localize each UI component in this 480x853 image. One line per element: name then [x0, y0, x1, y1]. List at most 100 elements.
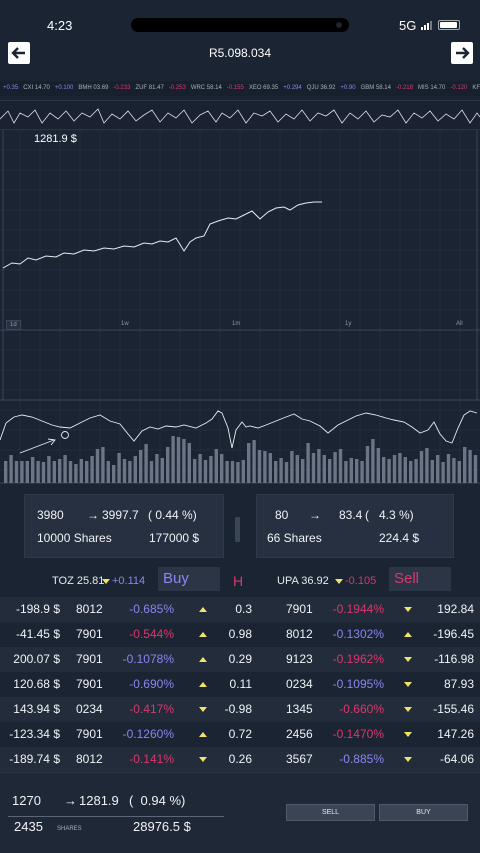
range-all[interactable]: All	[456, 321, 463, 327]
volume-bar	[68, 461, 73, 483]
range-1d[interactable]: 1d	[6, 320, 21, 330]
arrow-right-icon	[456, 47, 470, 59]
table-row[interactable]: -41.45 $ 7901 -0.544% 0.98 8012 -0.1302% -196.…	[0, 622, 480, 647]
row-value-right: -64.06	[439, 752, 474, 766]
volume-bar	[371, 439, 375, 483]
volume-bar	[117, 453, 121, 483]
back-button[interactable]	[8, 42, 30, 64]
ticker-item: KFQ 92.58	[472, 85, 480, 91]
account-balance: R5.098.034	[208, 46, 272, 60]
footer-buy-button[interactable]: BUY	[379, 804, 468, 821]
volume-bar	[468, 450, 472, 483]
trade-total: 224.4 $	[379, 531, 420, 545]
volume-bar	[247, 443, 251, 483]
volume-bar	[225, 461, 229, 483]
table-row[interactable]: -123.34 $ 7901 -0.1260% 0.72 2456 -0.1470% 147…	[0, 722, 480, 747]
price-chart[interactable]	[0, 130, 480, 485]
footer-sell-button[interactable]: SELL	[286, 804, 375, 821]
volume-bar	[166, 447, 170, 483]
row-change: -0.685%	[129, 602, 174, 616]
ticker-item: +0.90	[340, 85, 356, 91]
volume-bar	[317, 449, 321, 483]
trade-pct: ( 0.44 %)	[148, 508, 197, 522]
volume-bar	[187, 443, 191, 483]
status-bar: 4:23 5G	[0, 0, 480, 38]
range-1m[interactable]: 1m	[232, 321, 241, 327]
down-arrow-icon	[404, 707, 412, 712]
volume-bar	[95, 449, 100, 483]
hold-label[interactable]: H	[233, 573, 244, 589]
row-change: -0.544%	[129, 627, 174, 641]
camera-dot	[336, 22, 342, 28]
table-row[interactable]: 200.07 $ 7901 -0.1078% 0.29 9123 -0.1962% -116…	[0, 647, 480, 672]
volume-bar	[322, 455, 326, 483]
volume-bar	[295, 455, 299, 483]
ticker-strip: +0.35 CXI 14.70 +0.100 BMH 03.69 -0.233 ZUF 8…	[0, 81, 480, 96]
range-1y[interactable]: 1y	[345, 321, 352, 327]
volume-bar	[333, 452, 337, 483]
volume-bar	[403, 457, 407, 483]
volume-bar	[9, 455, 13, 483]
row-value-right: -116.98	[434, 652, 474, 666]
volume-bar	[4, 461, 8, 483]
row-change: -0.690%	[129, 677, 174, 691]
volume-bar	[106, 461, 110, 483]
volume-bar	[241, 460, 245, 483]
buy-button[interactable]: Buy	[158, 567, 220, 591]
arrow-right-icon: →	[64, 793, 77, 808]
down-arrow-icon	[102, 578, 110, 584]
row-change-right: -0.1470%	[332, 727, 384, 741]
ticker-item: -0.155	[226, 85, 244, 91]
row-value: -41.45 $	[15, 627, 60, 641]
volume-bar	[419, 451, 424, 483]
volume-bar	[171, 436, 175, 483]
volume-bar	[387, 459, 391, 483]
table-row[interactable]: 143.94 $ 0234 -0.417% -0.98 1345 -0.660% -155.…	[0, 697, 480, 722]
ticker-item: BMH 03.69	[78, 85, 109, 91]
arrow-left-icon	[11, 47, 25, 59]
forward-button[interactable]	[451, 42, 473, 64]
row-delta: 0.29	[228, 652, 252, 666]
ticker-item: WRC 58.14	[190, 85, 222, 91]
footer-pct: ( 0.94 %)	[129, 793, 186, 808]
arrow-right-icon: →	[309, 508, 321, 522]
volume-bar	[214, 449, 218, 483]
row-id-right: 7901	[286, 602, 313, 616]
volume-bar	[31, 457, 35, 483]
row-value-right: 147.26	[437, 727, 474, 741]
ticker-item: ZUF 81.47	[135, 85, 164, 91]
trade-from: 3980	[37, 508, 64, 522]
volume-bars	[4, 436, 478, 483]
row-id-right: 1345	[286, 702, 313, 716]
range-1w[interactable]: 1w	[121, 321, 129, 327]
volume-bar	[301, 459, 305, 483]
row-delta: 0.11	[229, 677, 252, 691]
ticker-item: -0.253	[168, 85, 186, 91]
row-value-right: 87.93	[443, 677, 474, 691]
volume-bar	[349, 458, 353, 483]
volume-bar	[311, 453, 316, 483]
positions-table: -198.9 $ 8012 -0.685% 0.3 7901 -0.1944% 192.84…	[0, 597, 480, 772]
table-row[interactable]: -198.9 $ 8012 -0.685% 0.3 7901 -0.1944% 192.84	[0, 597, 480, 622]
trade-shares: 10000 Shares	[37, 531, 112, 545]
down-arrow-icon	[335, 578, 343, 584]
table-row[interactable]: 120.68 $ 7901 -0.690% 0.11 0234 -0.1095% 87.93	[0, 672, 480, 697]
volume-bar	[52, 461, 56, 483]
right-symbol: UPA 36.92	[277, 575, 329, 587]
sell-button[interactable]: Sell	[389, 567, 451, 591]
volume-bar	[414, 459, 418, 483]
table-row[interactable]: -189.74 $ 8012 -0.141% 0.26 3567 -0.885% -64.0…	[0, 747, 480, 772]
row-change-right: -0.1302%	[332, 627, 384, 641]
ticker-item: +0.100	[54, 85, 74, 91]
up-arrow-icon	[199, 682, 207, 687]
volume-bar	[252, 440, 256, 483]
up-arrow-icon	[404, 632, 412, 637]
volume-bar	[101, 447, 105, 483]
row-delta: 0.98	[228, 627, 252, 641]
volume-bar	[79, 459, 83, 483]
panel-divider[interactable]	[235, 517, 240, 542]
row-id: 7901	[76, 627, 103, 641]
volume-bar	[20, 461, 24, 483]
volume-bar	[446, 454, 451, 483]
volume-bar	[392, 455, 397, 483]
